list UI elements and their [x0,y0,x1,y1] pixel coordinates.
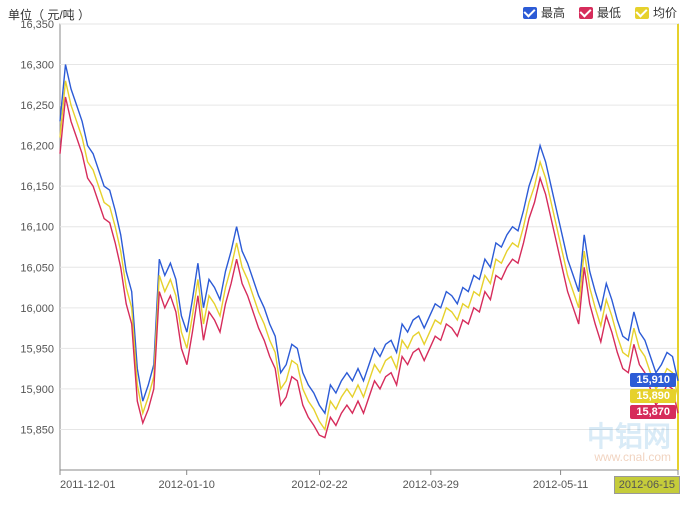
svg-text:16,200: 16,200 [20,141,54,153]
svg-text:16,000: 16,000 [20,303,54,315]
svg-text:15,850: 15,850 [20,424,54,436]
svg-text:15,900: 15,900 [20,384,54,396]
end-value-label: 15,890 [630,389,676,403]
y-axis-title: 单位（ 元/吨 ） [8,6,90,23]
legend-item-avg[interactable]: 均价 [635,4,677,21]
svg-text:16,150: 16,150 [20,181,54,193]
legend-label: 最高 [541,4,565,21]
legend-swatch [523,7,537,19]
svg-text:2012-05-11: 2012-05-11 [533,479,588,491]
price-line-chart: 单位（ 元/吨 ） 最高 最低 均价 15,850 15,900 15,950 16,… [0,0,689,505]
svg-text:2012-02-22: 2012-02-22 [291,479,347,491]
svg-text:16,050: 16,050 [20,262,54,274]
svg-text:16,100: 16,100 [20,222,54,234]
legend-item-low[interactable]: 最低 [579,4,621,21]
legend-item-high[interactable]: 最高 [523,4,565,21]
legend-label: 均价 [653,4,677,21]
legend-swatch [635,7,649,19]
legend-label: 最低 [597,4,621,21]
svg-text:2011-12-01: 2011-12-01 [60,479,115,491]
end-value-label: 15,910 [630,373,676,387]
legend: 最高 最低 均价 [523,4,677,21]
end-value-label: 15,870 [630,405,676,419]
svg-text:2012-01-10: 2012-01-10 [159,479,215,491]
svg-text:16,250: 16,250 [20,100,54,112]
svg-text:16,300: 16,300 [20,60,54,72]
x-tick-highlight: 2012-06-15 [614,476,680,494]
svg-text:2012-03-29: 2012-03-29 [403,479,459,491]
svg-text:15,950: 15,950 [20,343,54,355]
chart-canvas: 15,850 15,900 15,950 16,000 16,050 16,100 16,1… [0,0,689,505]
legend-swatch [579,7,593,19]
